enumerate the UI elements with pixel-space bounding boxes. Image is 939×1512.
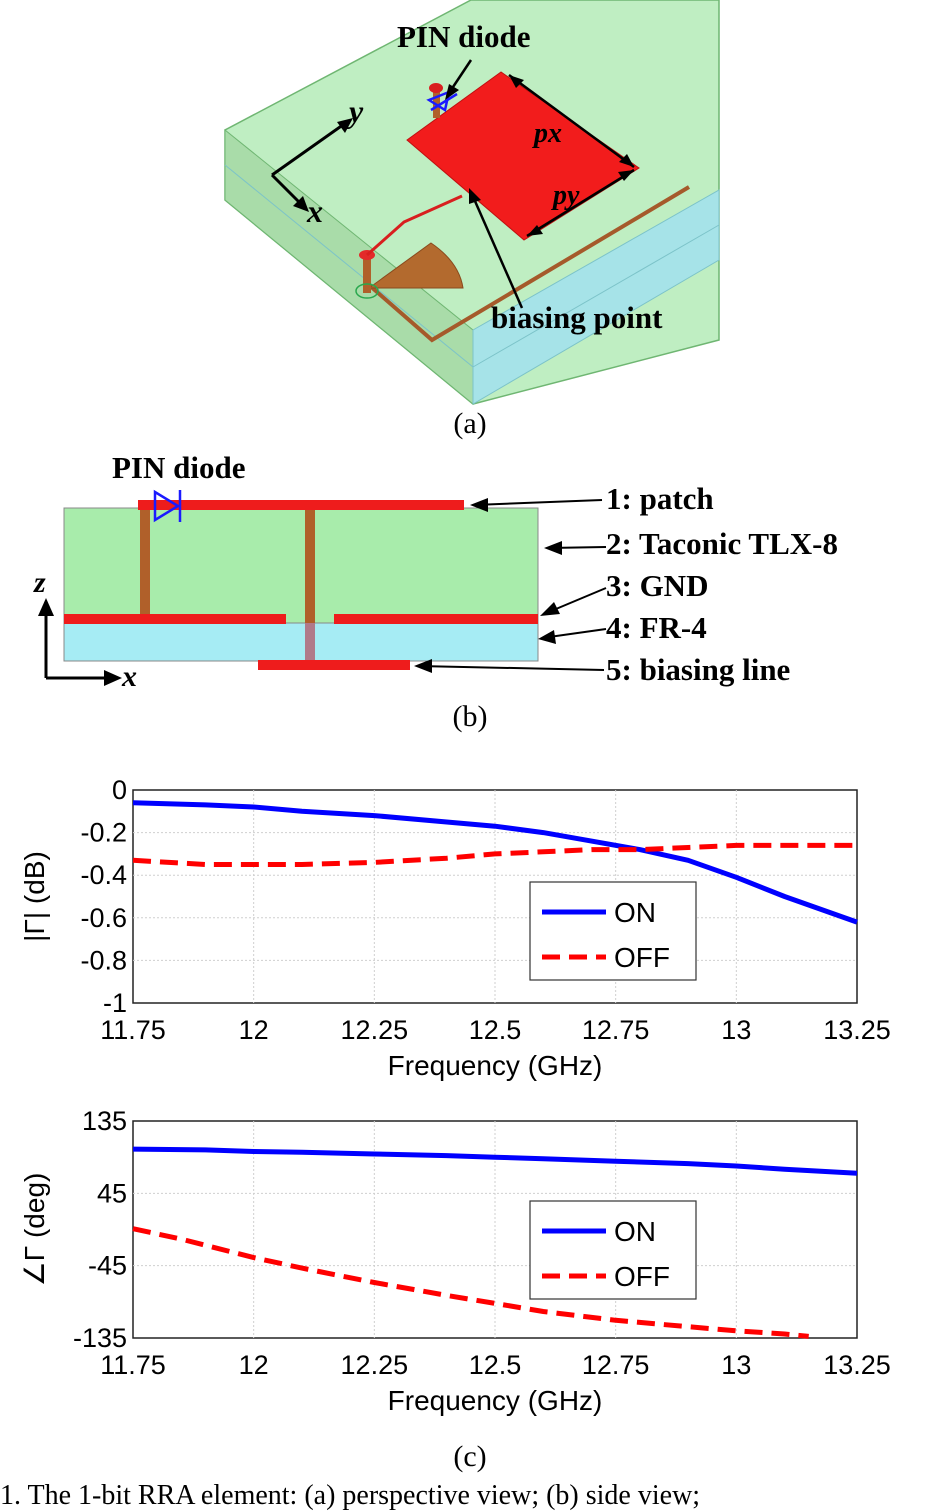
x-tick-label: 12.75 [582, 1015, 650, 1045]
axis-y-arrow [271, 120, 348, 177]
x-tick-label: 11.75 [100, 1015, 166, 1045]
radial-stub [367, 242, 464, 289]
x-tick-label: 13 [721, 1015, 751, 1045]
y-tick-label: 45 [97, 1178, 127, 1208]
diode-side-symbol [153, 489, 181, 523]
y-tick-label: -0.8 [80, 945, 127, 975]
layer-label-taconic: 2: Taconic TLX-8 [606, 526, 838, 561]
gnd-left [64, 614, 286, 624]
series-line-on [132, 1146, 858, 1176]
layer-label-fr4: 4: FR-4 [606, 610, 707, 645]
figure-a-perspective: PIN diode y x px py biasing point [219, 0, 727, 406]
legend-label-off: OFF [614, 1261, 670, 1292]
y-tick-label: -0.2 [80, 818, 127, 848]
y-axis-label: ∠Γ (deg) [19, 1173, 50, 1287]
pin-diode-side-label: PIN diode [112, 450, 246, 485]
x-tick-label: 12.5 [469, 1350, 522, 1380]
x-tick-label: 12.5 [469, 1015, 522, 1045]
x-tick-label: 13 [721, 1350, 751, 1380]
y-tick-label: -0.6 [80, 903, 127, 933]
figure-a-label: (a) [453, 407, 487, 440]
gnd-right [334, 614, 538, 624]
series-line-off [132, 842, 857, 867]
px-dimension [508, 73, 635, 169]
via-diode [140, 506, 150, 618]
substrate-side-right [472, 189, 720, 405]
x-tick-label: 11.75 [100, 1350, 166, 1380]
biasing-point-label: biasing point [491, 300, 663, 335]
legend-label-on: ON [614, 1216, 656, 1247]
patch-layer [138, 500, 464, 510]
axis-x-label: x [306, 193, 323, 229]
substrate-taconic [63, 507, 539, 624]
x-axis-label: Frequency (GHz) [388, 1050, 603, 1081]
py-dimension [526, 168, 635, 238]
x-tick-label: 12.25 [341, 1015, 409, 1045]
axis-y-label: y [345, 93, 364, 129]
x-tick-label: 13.25 [823, 1350, 891, 1380]
y-tick-label: -1 [103, 988, 127, 1018]
y-tick-label: -45 [88, 1251, 127, 1281]
substrate-fr4 [63, 622, 539, 662]
biasing-line-layer [258, 660, 410, 670]
feed-trace [366, 194, 463, 257]
figure-c-label: (c) [453, 1440, 487, 1473]
axis-x-arrow [270, 173, 305, 208]
x-tick-label: 12.75 [582, 1350, 650, 1380]
x-tick-label: 12 [239, 1015, 269, 1045]
figure-caption: 1. The 1-bit RRA element: (a) perspectiv… [0, 1480, 701, 1511]
legend-box [529, 881, 697, 981]
legend-label-on: ON [614, 897, 656, 928]
y-axis-label: |Γ| (dB) [19, 851, 50, 942]
via-bias [305, 508, 315, 658]
figure-b-label: (b) [452, 700, 488, 733]
figure-b-side-view: PIN diode z x 1: patch 2: Taconic TLX-8 … [0, 448, 939, 700]
x-tick-label: 13.25 [823, 1015, 891, 1045]
series-line-on [132, 800, 858, 925]
layer-label-gnd: 3: GND [606, 568, 708, 603]
y-tick-label: -0.4 [80, 860, 127, 890]
pin-diode-label: PIN diode [397, 19, 531, 54]
legend-label-off: OFF [614, 942, 670, 973]
axis-z-label: z [33, 566, 46, 599]
chart-magnitude: 11.75 12 12.25 12.5 12.75 13 13.25 0 -0.2 -0.4 -0.… [0, 765, 939, 1095]
y-tick-label: 0 [112, 775, 127, 805]
x-tick-label: 12.25 [341, 1350, 409, 1380]
layer-label-biasing-line: 5: biasing line [606, 652, 790, 687]
layer-label-patch: 1: patch [606, 481, 714, 516]
y-tick-label: 135 [82, 1106, 127, 1136]
py-label: py [551, 180, 580, 211]
axis-x-side-label: x [121, 660, 137, 693]
legend-box [529, 1200, 697, 1300]
px-label: px [532, 118, 562, 149]
series-line-off [132, 1226, 809, 1339]
x-tick-label: 12 [239, 1350, 269, 1380]
x-axis-label: Frequency (GHz) [388, 1385, 603, 1416]
biasing-line-trace [367, 185, 691, 343]
y-tick-label: -135 [73, 1323, 127, 1353]
chart-phase: 11.75 12 12.25 12.5 12.75 13 13.25 135 45 -45 -135… [0, 1100, 939, 1430]
